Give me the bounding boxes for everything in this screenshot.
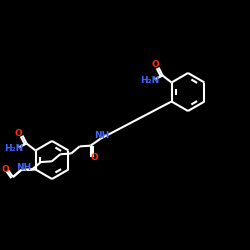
Text: H₂N: H₂N xyxy=(4,144,23,153)
Text: O: O xyxy=(1,166,9,174)
Text: NH: NH xyxy=(94,131,109,140)
Text: O: O xyxy=(15,129,22,138)
Text: O: O xyxy=(91,153,98,162)
Text: H₂N: H₂N xyxy=(140,76,159,85)
Text: O: O xyxy=(152,60,160,69)
Text: NH: NH xyxy=(16,162,32,172)
